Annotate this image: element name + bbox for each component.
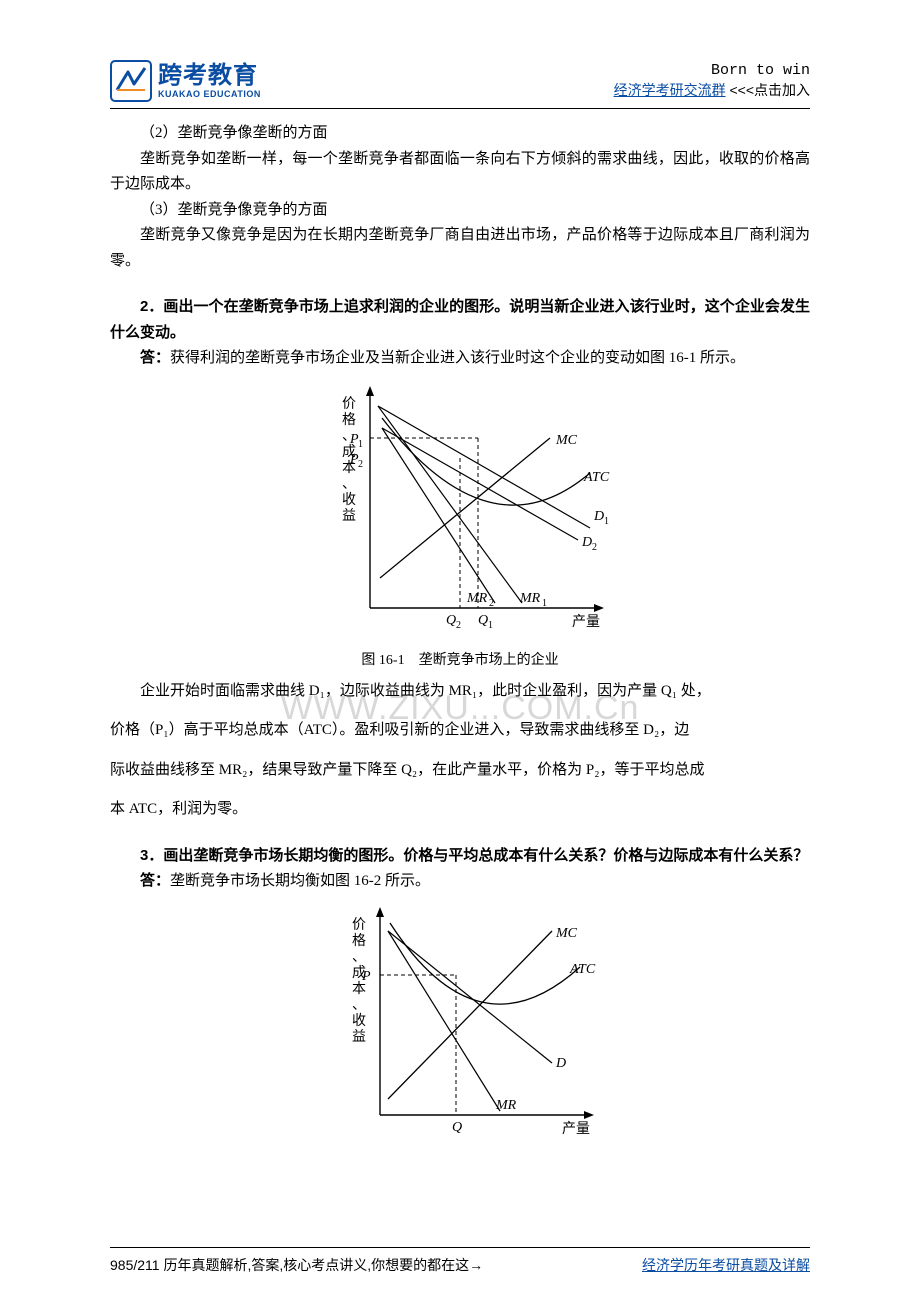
svg-text:1: 1 — [542, 598, 547, 609]
svg-text:1: 1 — [358, 439, 363, 450]
answer-2e: 际收益曲线移至 MR₂，结果导致产量下降至 Q₂，在此产量水平，价格为 P₂，等… — [110, 758, 810, 784]
answer-label: 答： — [140, 349, 170, 366]
svg-text:2: 2 — [358, 459, 363, 470]
svg-text:MC: MC — [555, 926, 578, 941]
svg-text:、: 、 — [342, 477, 356, 492]
svg-text:Q: Q — [446, 613, 456, 628]
para-p4: 垄断竞争又像竞争是因为在长期内垄断竞争厂商自由进出市场，产品价格等于边际成本且厂… — [110, 223, 810, 274]
header-slogan: Born to win — [614, 60, 810, 81]
svg-text:2: 2 — [456, 620, 461, 631]
answer-2d: 价格（P₁）高于平均总成本（ATC）。盈利吸引新的企业进入，导致需求曲线移至 D… — [110, 718, 810, 744]
svg-text:产量: 产量 — [562, 1121, 590, 1137]
answer-3-text: 垄断竞争市场长期均衡如图 16-2 所示。 — [170, 873, 430, 889]
svg-text:益: 益 — [342, 508, 356, 524]
svg-text:收: 收 — [352, 1013, 366, 1029]
logo: 跨考教育 KUAKAO EDUCATION — [110, 60, 261, 102]
svg-text:、: 、 — [352, 950, 366, 965]
para-p3: （3）垄断竞争像竞争的方面 — [110, 198, 810, 224]
answer-2-intro: 答：获得利润的垄断竞争市场企业及当新企业进入该行业时这个企业的变动如图 16-1… — [110, 345, 810, 372]
logo-en-label: KUAKAO EDUCATION — [158, 90, 261, 99]
page-content: （2）垄断竞争像垄断的方面 垄断竞争如垄断一样，每一个垄断竞争者都面临一条向右下… — [110, 121, 810, 1150]
figure-16-2-svg: 价格、成本、收益PMCATCDMRQ产量 — [310, 901, 610, 1141]
figure-16-1-svg: 价格、成本、收益P1P2MCATCD1D2MR1MR2Q2Q1产量 — [300, 378, 620, 638]
svg-text:MR: MR — [519, 591, 541, 606]
svg-text:产量: 产量 — [572, 614, 600, 630]
svg-text:、: 、 — [352, 998, 366, 1013]
svg-text:D: D — [555, 1056, 566, 1071]
svg-text:Q: Q — [452, 1120, 462, 1135]
figure-16-1: 价格、成本、收益P1P2MCATCD1D2MR1MR2Q2Q1产量 图 16-1… — [110, 378, 810, 673]
logo-text: 跨考教育 KUAKAO EDUCATION — [158, 64, 261, 99]
question-3: 3．画出垄断竞争市场长期均衡的图形。价格与平均总成本有什么关系？价格与边际成本有… — [110, 843, 810, 869]
svg-text:ATC: ATC — [583, 470, 610, 485]
svg-text:收: 收 — [342, 492, 356, 508]
figure-16-1-caption: 图 16-1 垄断竞争市场上的企业 — [110, 649, 810, 673]
svg-text:益: 益 — [352, 1029, 366, 1045]
svg-text:D: D — [581, 535, 592, 550]
svg-text:格: 格 — [352, 933, 366, 949]
svg-text:2: 2 — [489, 598, 494, 609]
footer-link[interactable]: 经济学历年考研真题及详解 — [642, 1254, 810, 1278]
figure-16-2: 价格、成本、收益PMCATCDMRQ产量 — [110, 901, 810, 1151]
question-2: 2．画出一个在垄断竞争市场上追求利润的企业的图形。说明当新企业进入该行业时，这个… — [110, 294, 810, 345]
header-link-row: 经济学考研交流群 <<<点击加入 — [614, 81, 810, 101]
footer-left: 985/211 历年真题解析,答案,核心考点讲义,你想要的都在这→ — [110, 1254, 483, 1278]
svg-text:MR: MR — [495, 1098, 517, 1113]
header-link-suffix: <<<点击加入 — [726, 82, 810, 98]
svg-text:价: 价 — [342, 396, 356, 412]
para-p2: 垄断竞争如垄断一样，每一个垄断竞争者都面临一条向右下方倾斜的需求曲线，因此，收取… — [110, 147, 810, 198]
header-link[interactable]: 经济学考研交流群 — [614, 82, 726, 98]
svg-text:Q: Q — [478, 613, 488, 628]
svg-text:D: D — [593, 509, 604, 524]
svg-text:2: 2 — [592, 542, 597, 553]
page-header: 跨考教育 KUAKAO EDUCATION Born to win 经济学考研交… — [110, 60, 810, 109]
page-footer: 985/211 历年真题解析,答案,核心考点讲义,你想要的都在这→ 经济学历年考… — [110, 1247, 810, 1278]
logo-cn-label: 跨考教育 — [158, 64, 261, 88]
logo-icon — [110, 60, 152, 102]
answer-2-text: 获得利润的垄断竞争市场企业及当新企业进入该行业时这个企业的变动如图 16-1 所… — [170, 350, 745, 366]
svg-text:1: 1 — [604, 516, 609, 527]
answer3-label: 答： — [140, 872, 170, 889]
header-right: Born to win 经济学考研交流群 <<<点击加入 — [614, 60, 810, 101]
svg-text:P: P — [361, 969, 371, 984]
answer-2f: 本 ATC，利润为零。 — [110, 797, 810, 823]
svg-text:ATC: ATC — [569, 962, 596, 977]
svg-text:1: 1 — [488, 620, 493, 631]
svg-text:格: 格 — [342, 412, 356, 428]
svg-text:MC: MC — [555, 433, 578, 448]
svg-text:价: 价 — [352, 917, 366, 933]
answer-2c: 企业开始时面临需求曲线 D₁，边际收益曲线为 MR₁，此时企业盈利，因为产量 Q… — [110, 679, 810, 705]
svg-text:MR: MR — [466, 591, 488, 606]
answer-3-intro: 答：垄断竞争市场长期均衡如图 16-2 所示。 — [110, 868, 810, 895]
para-p1: （2）垄断竞争像垄断的方面 — [110, 121, 810, 147]
